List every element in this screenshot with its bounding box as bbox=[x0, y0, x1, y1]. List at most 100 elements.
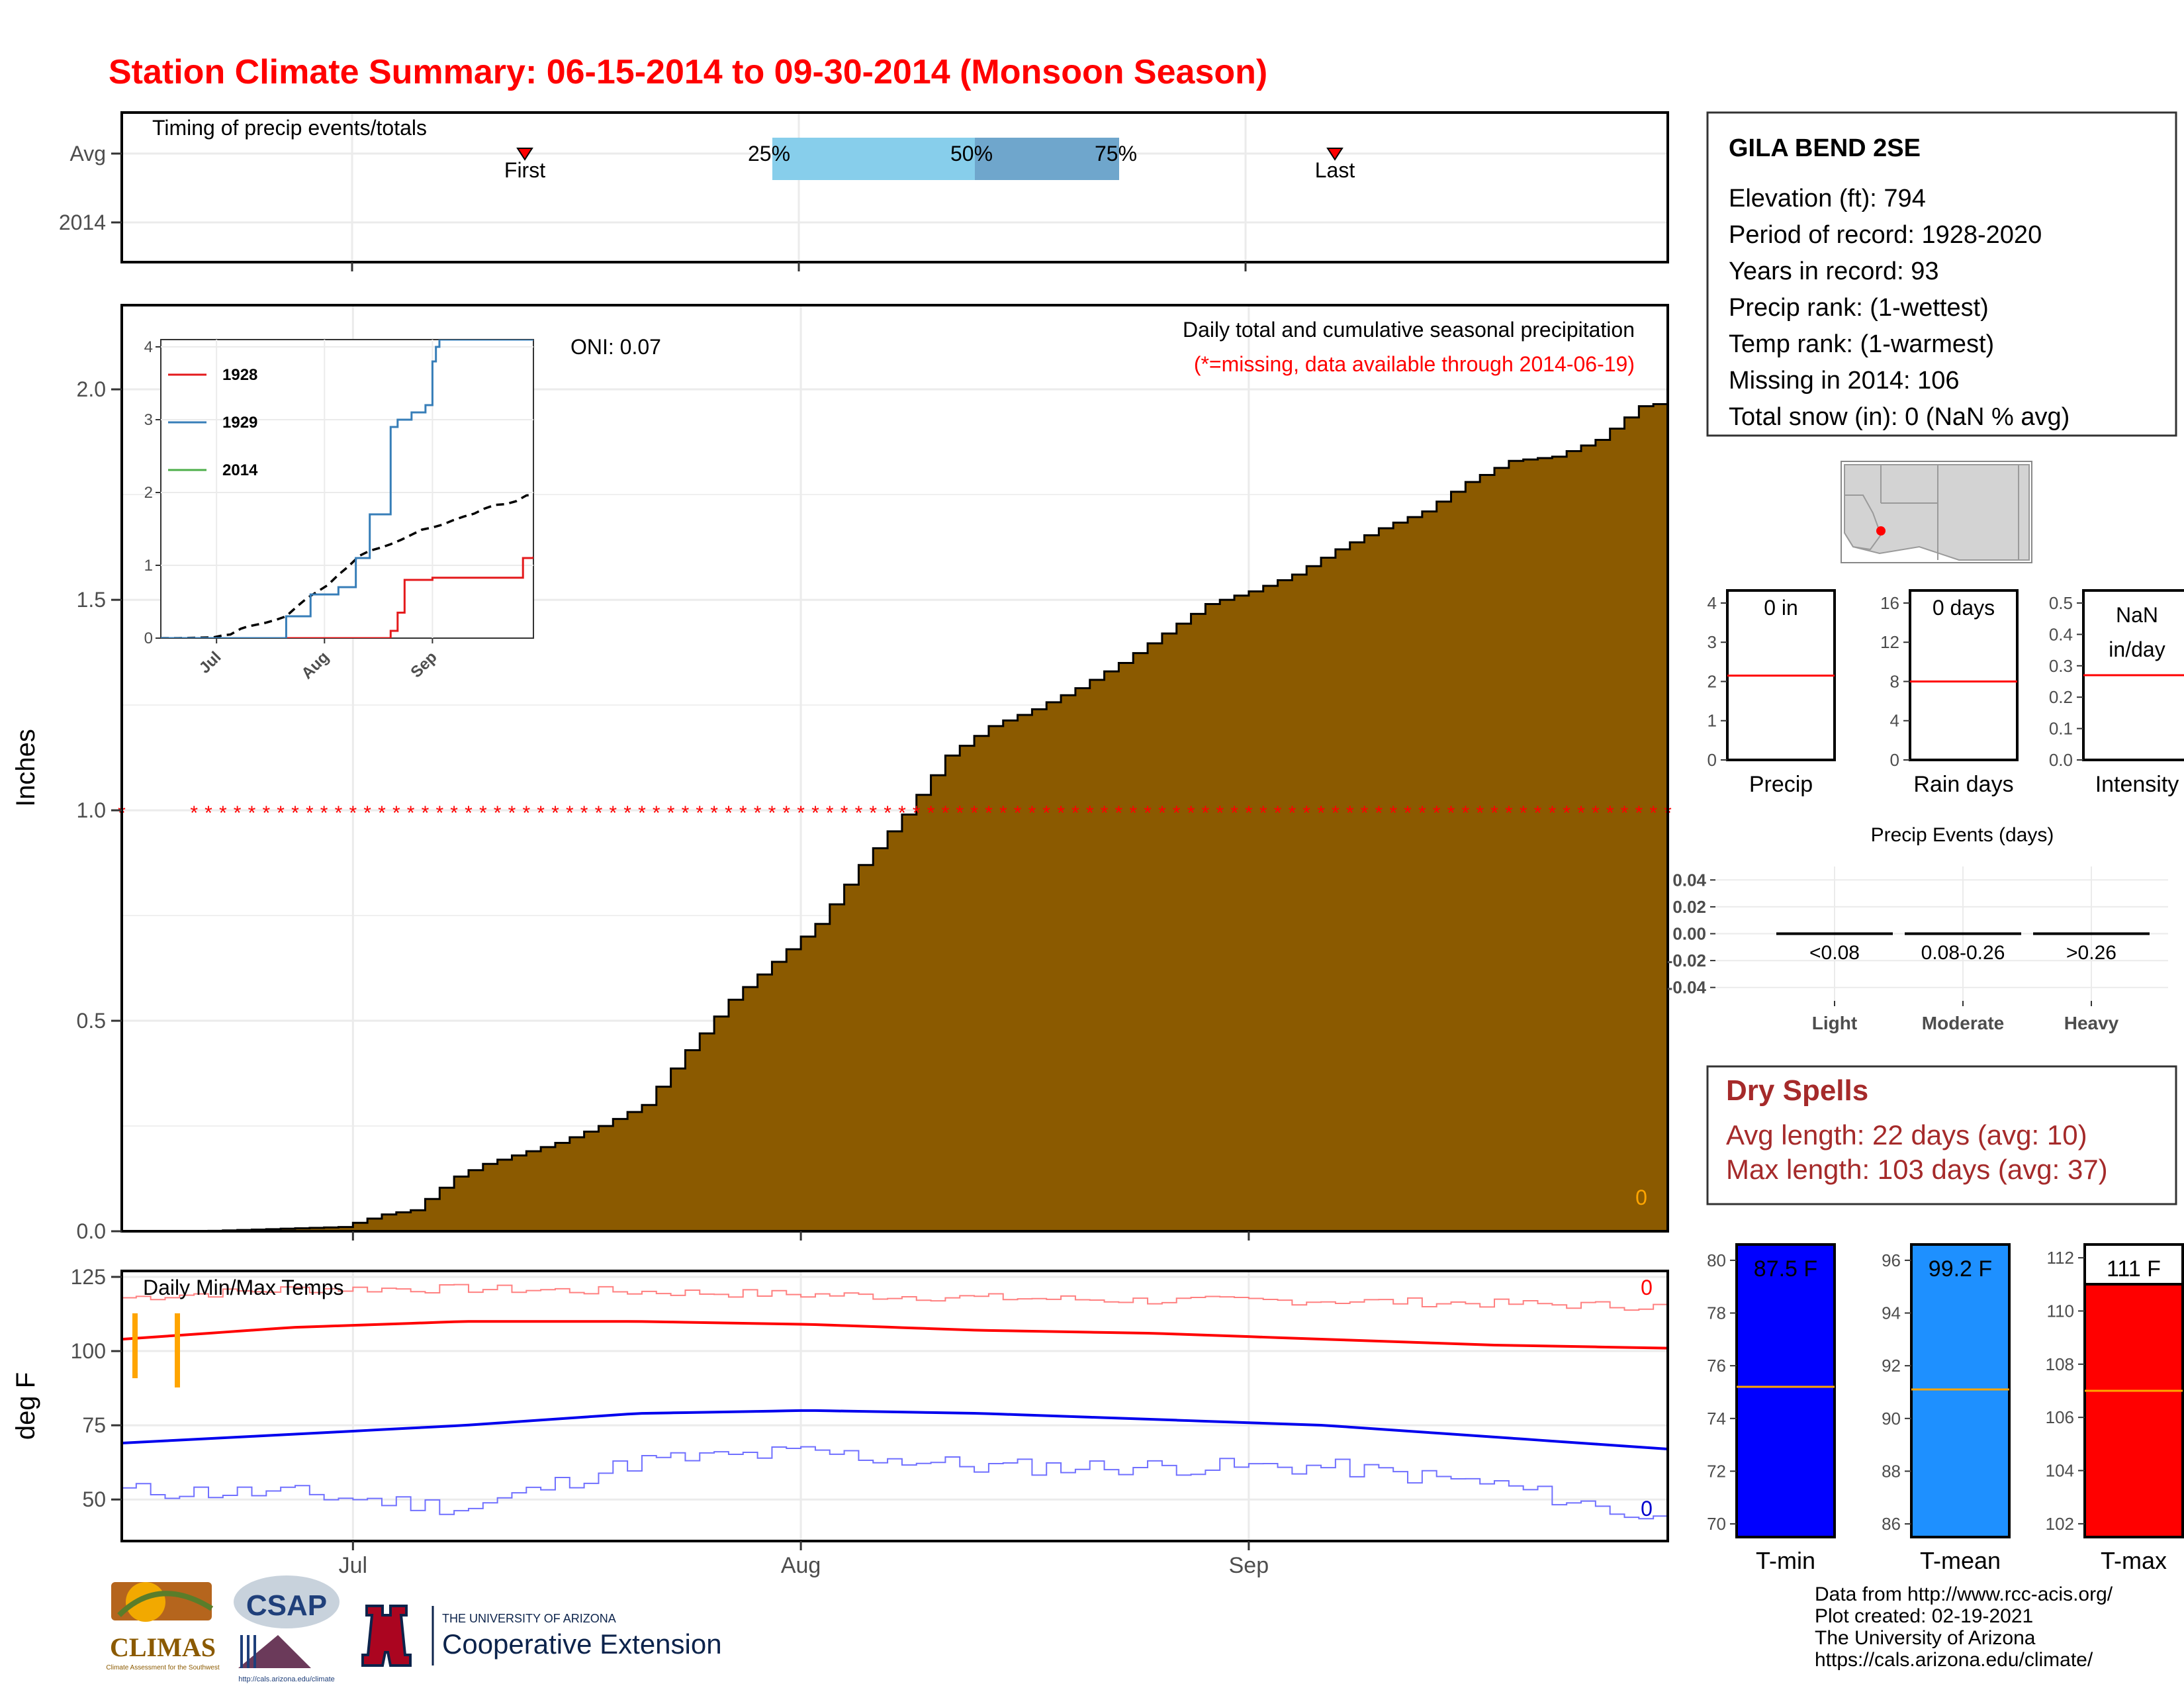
temp-x-tick: Aug bbox=[781, 1553, 821, 1578]
missing-star: * bbox=[739, 802, 747, 824]
missing-star: * bbox=[1302, 802, 1310, 824]
precip-events-title: Precip Events (days) bbox=[1871, 824, 2054, 846]
temp-summary-value: 99.2 F bbox=[1929, 1256, 1992, 1282]
season-total-tick: 0.5 bbox=[2049, 593, 2073, 613]
precip-subtitle: Daily total and cumulative seasonal prec… bbox=[1183, 318, 1635, 342]
event-category-label: Light bbox=[1812, 1013, 1857, 1033]
temp-y-tick: 75 bbox=[82, 1413, 106, 1437]
precip-y-tick: 1.5 bbox=[77, 588, 106, 612]
season-total-value: in/day bbox=[2109, 637, 2165, 661]
missing-star: * bbox=[465, 802, 473, 824]
missing-star: * bbox=[811, 802, 819, 824]
footer-line: The University of Arizona bbox=[1815, 1627, 2036, 1649]
missing-star: * bbox=[725, 802, 733, 824]
station-info-line: Temp rank: (1-warmest) bbox=[1729, 330, 1994, 358]
missing-star: * bbox=[1505, 802, 1513, 824]
temp-summary-tick: 76 bbox=[1707, 1356, 1726, 1376]
timing-row-avg: Avg bbox=[69, 142, 106, 165]
missing-star: * bbox=[1418, 802, 1426, 824]
dry-spells-box: Dry Spells Avg length: 22 days (avg: 10)… bbox=[1706, 1065, 2177, 1205]
csap-logo-subtext: http://cals.arizona.edu/climate bbox=[238, 1675, 335, 1683]
last-label: Last bbox=[1315, 158, 1355, 182]
season-total-tick: 0.2 bbox=[2049, 687, 2073, 707]
missing-star: * bbox=[306, 802, 314, 824]
missing-star: * bbox=[1101, 802, 1109, 824]
missing-star: * bbox=[580, 802, 588, 824]
season-total-tick: 8 bbox=[1890, 671, 1899, 691]
temp-summary-tick: 90 bbox=[1882, 1409, 1901, 1429]
missing-star: * bbox=[942, 802, 950, 824]
missing-star: * bbox=[1216, 802, 1224, 824]
missing-star: * bbox=[1057, 802, 1065, 824]
events-y-tick: -0.02 bbox=[1667, 951, 1706, 970]
cumulative-precip-area bbox=[122, 402, 1668, 1231]
temp-y-axis-label: deg F bbox=[11, 1372, 40, 1440]
missing-star: * bbox=[1289, 802, 1297, 824]
footer-line: https://cals.arizona.edu/climate/ bbox=[1815, 1649, 2093, 1671]
missing-star: * bbox=[898, 802, 906, 824]
missing-star: * bbox=[551, 802, 559, 824]
missing-star: * bbox=[262, 802, 270, 824]
first-label: First bbox=[504, 158, 545, 182]
missing-star: * bbox=[248, 802, 256, 824]
missing-star: * bbox=[422, 802, 430, 824]
precip-y-tick: 0.0 bbox=[77, 1219, 106, 1243]
avg-max-temp-line bbox=[122, 1320, 1668, 1350]
ua-cooperative-extension-logo: THE UNIVERSITY OF ARIZONA Cooperative Ex… bbox=[361, 1605, 722, 1667]
temp-summary-tick: 106 bbox=[2046, 1407, 2074, 1427]
missing-star: * bbox=[407, 802, 415, 824]
missing-data-markers: * * * * * * * * * * * * * * * * * * * * * * * * * * * * * * * * * * * * * * * *… bbox=[118, 802, 1672, 824]
temp-panel-label: Daily Min/Max Temps bbox=[143, 1276, 343, 1299]
missing-star: * bbox=[479, 802, 487, 824]
timing-row-2014: 2014 bbox=[59, 211, 106, 234]
missing-star: * bbox=[1071, 802, 1079, 824]
missing-star: * bbox=[1361, 802, 1369, 824]
temp-summary-tick: 70 bbox=[1707, 1514, 1726, 1534]
footer-credits: Data from http://www.rcc-acis.org/Plot c… bbox=[1815, 1583, 2113, 1671]
temp-summary-tick: 104 bbox=[2046, 1461, 2074, 1481]
temp-summary-tick: 102 bbox=[2046, 1514, 2074, 1534]
missing-star: * bbox=[320, 802, 328, 824]
season-total-tick: 0.1 bbox=[2049, 719, 2073, 739]
temp-y-tick: 125 bbox=[71, 1265, 106, 1289]
event-range-label: 0.08-0.26 bbox=[1921, 942, 2005, 964]
dry-spells-title: Dry Spells bbox=[1726, 1074, 1868, 1107]
climas-logo: CLIMAS Climate Assessment for the Southw… bbox=[106, 1582, 220, 1671]
missing-star: * bbox=[913, 802, 921, 824]
temp-summary-tick: 108 bbox=[2046, 1354, 2074, 1374]
season-total-value: 0 days bbox=[1933, 596, 1995, 620]
missing-star: * bbox=[494, 802, 502, 824]
station-info-line: Missing in 2014: 106 bbox=[1729, 367, 1960, 395]
temp-y-tick: 50 bbox=[82, 1487, 106, 1511]
season-total-value: NaN bbox=[2116, 603, 2158, 627]
missing-star: * bbox=[508, 802, 516, 824]
missing-star: * bbox=[219, 802, 227, 824]
record-min-temp-line bbox=[122, 1446, 1668, 1528]
oni-label: ONI: 0.07 bbox=[570, 335, 661, 359]
missing-star: * bbox=[1462, 802, 1470, 824]
missing-star: * bbox=[710, 802, 718, 824]
inset-average-line bbox=[161, 493, 533, 638]
missing-star: * bbox=[1259, 802, 1267, 824]
inset-y-tick: 0 bbox=[144, 630, 153, 647]
temp-summary-tick: 88 bbox=[1882, 1461, 1901, 1481]
missing-star: * bbox=[1621, 802, 1629, 824]
precip-y-tick: 0.5 bbox=[77, 1009, 106, 1033]
events-y-tick: 0.02 bbox=[1672, 897, 1706, 917]
season-total-label: Rain days bbox=[1913, 772, 2013, 797]
temp-summary-label: T-mean bbox=[1920, 1547, 2001, 1574]
missing-star: * bbox=[1375, 802, 1383, 824]
climas-logo-subtext: Climate Assessment for the Southwest bbox=[106, 1664, 219, 1671]
temp-summary-tick: 94 bbox=[1882, 1303, 1901, 1323]
inset-series-line bbox=[161, 556, 533, 638]
season-total-tick: 0.4 bbox=[2049, 624, 2073, 644]
timing-panel: Timing of precip events/totals 25% 50% 7… bbox=[59, 111, 1669, 271]
temp-summary-value: 111 F bbox=[2107, 1256, 2161, 1282]
temp-summary-label: T-min bbox=[1756, 1547, 1815, 1574]
precip-events-panel: Precip Events (days) -0.04 -0.02 0.00 0.02 0… bbox=[1667, 824, 2168, 1033]
csap-logo: CSAP http://cals.arizona.edu/climate bbox=[234, 1575, 340, 1683]
missing-star: * bbox=[1042, 802, 1050, 824]
event-category-label: Heavy bbox=[2064, 1013, 2119, 1033]
missing-star: * bbox=[349, 802, 357, 824]
